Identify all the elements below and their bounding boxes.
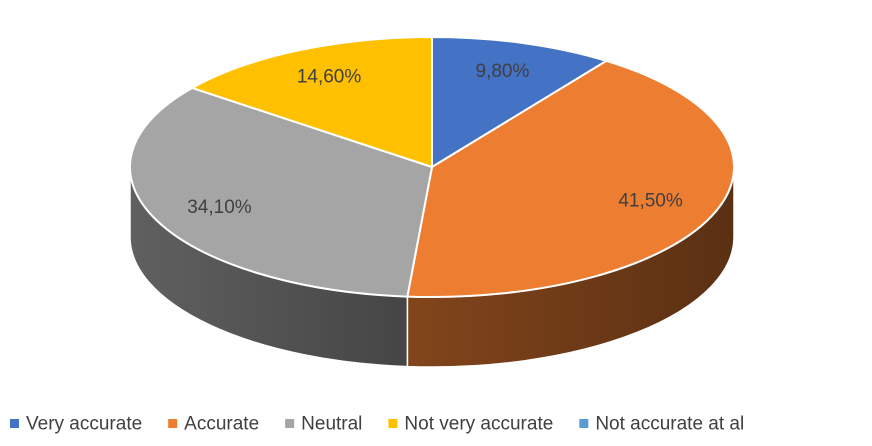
slice-accurate: [406, 59, 735, 298]
legend-label: Very accurate: [26, 414, 142, 435]
legend-item-not-accurate-at-al: Not accurate at al: [579, 414, 744, 435]
legend-swatch: [388, 419, 398, 428]
legend-item-accurate: Accurate: [168, 414, 259, 435]
slice-neutral: [129, 86, 433, 298]
legend-item-very-accurate: Very accurate: [10, 414, 142, 435]
legend-label: Not accurate at al: [595, 414, 744, 435]
legend-label: Not very accurate: [404, 414, 553, 435]
legend: Very accurate Accurate Neutral Not very acc…: [10, 414, 744, 435]
data-label-very-accurate: 9,80%: [476, 61, 530, 82]
legend-item-not-very-accurate: Not very accurate: [388, 414, 553, 435]
legend-swatch: [10, 419, 19, 428]
data-label-neutral: 34,10%: [187, 197, 252, 218]
legend-swatch: [579, 419, 589, 428]
legend-item-neutral: Neutral: [285, 414, 362, 435]
legend-label: Accurate: [184, 414, 259, 435]
data-label-not-very-accurate: 14,60%: [297, 67, 362, 88]
data-label-accurate: 41,50%: [618, 191, 683, 212]
pie-tops: [129, 36, 735, 298]
slice-very-accurate: [431, 36, 608, 168]
slice-labels: 9,80% 41,50% 34,10% 14,60%: [187, 61, 683, 218]
legend-swatch: [285, 419, 295, 428]
legend-swatch: [168, 419, 178, 428]
legend-label: Neutral: [301, 414, 362, 435]
slice-not-very-accurate: [191, 36, 433, 168]
